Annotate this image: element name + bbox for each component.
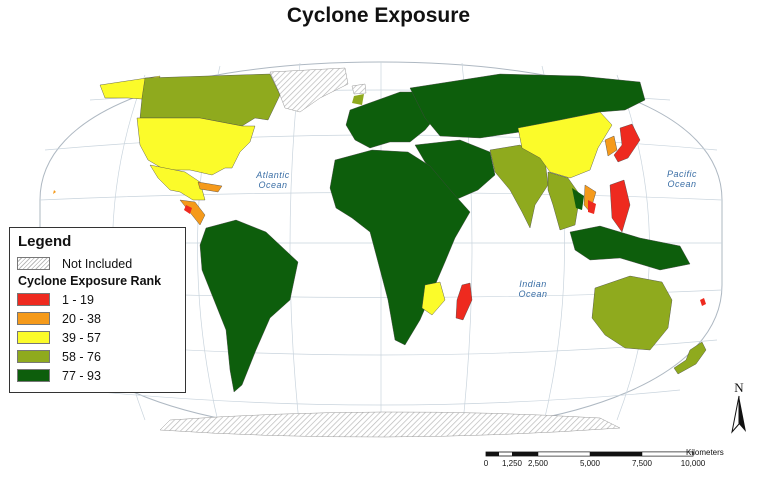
legend-class-row: 39 - 57 (17, 329, 178, 346)
north-america (53, 73, 281, 226)
new-zealand (673, 341, 707, 375)
legend-classes: 1 - 19 20 - 38 39 - 57 58 - 76 77 - 93 (17, 291, 178, 384)
legend-title: Legend (18, 233, 72, 250)
philippines (609, 179, 631, 233)
not-included-regions (159, 67, 621, 438)
legend-swatch (17, 350, 50, 363)
north-letter: N (734, 380, 744, 395)
map-outline (39, 61, 723, 434)
atlantic-ocean-label-2: Ocean (258, 180, 287, 190)
legend-rank-title: Cyclone Exposure Rank (18, 274, 162, 288)
central-america (179, 199, 206, 226)
legend-class-label: 1 - 19 (62, 292, 94, 307)
legend-class-label: 77 - 93 (62, 368, 101, 383)
scale-unit: Kilometers (686, 448, 724, 457)
south-america (199, 219, 299, 393)
legend-not-included-label: Not Included (62, 256, 133, 271)
legend-not-included: Not Included (17, 255, 178, 272)
scale-tick: 0 (483, 459, 489, 468)
indonesia (569, 225, 691, 271)
atlantic-ocean-label: Atlantic (255, 170, 290, 180)
scale-bar: Kilometers 0 1,250 2,500 5,000 7,500 10,… (480, 446, 752, 476)
scale-tick: 7,500 (631, 459, 653, 468)
canada (139, 73, 281, 127)
scale-tick: 1,250 (501, 459, 523, 468)
legend-swatch (17, 312, 50, 325)
china (517, 111, 613, 179)
madagascar (455, 282, 473, 321)
africa (329, 149, 471, 346)
north-arrow-icon (731, 395, 746, 434)
legend-class-label: 20 - 38 (62, 311, 101, 326)
legend-swatch (17, 331, 50, 344)
japan (613, 123, 641, 163)
legend-class-label: 58 - 76 (62, 349, 101, 364)
legend-class-label: 39 - 57 (62, 330, 101, 345)
indian-ocean-label: Indian (519, 279, 547, 289)
legend: Legend Not Included Cyclone Exposure Ran… (9, 227, 186, 393)
korea (604, 135, 618, 157)
pacific-ocean-label: Pacific (667, 169, 697, 179)
usa (136, 117, 256, 176)
hatch-swatch (17, 257, 50, 270)
legend-class-row: 77 - 93 (17, 367, 178, 384)
map-title: Cyclone Exposure (286, 4, 471, 27)
legend-swatch (17, 369, 50, 382)
southeast-asia (547, 171, 581, 231)
scale-bar-graphic (485, 451, 694, 457)
greenland (269, 67, 349, 113)
antarctica (159, 411, 621, 438)
scale-tick: 10,000 (680, 459, 706, 468)
scale-tick: 2,500 (527, 459, 549, 468)
legend-class-row: 20 - 38 (17, 310, 178, 327)
north-arrow: N (722, 380, 756, 440)
mozambique (421, 281, 446, 316)
pacific-ocean-label-2: Ocean (667, 179, 696, 189)
mexico (149, 164, 206, 201)
australia (591, 275, 673, 351)
indian-ocean-label-2: Ocean (518, 289, 547, 299)
legend-class-row: 58 - 76 (17, 348, 178, 365)
scale-tick: 5,000 (579, 459, 601, 468)
legend-swatch (17, 293, 50, 306)
caribbean (197, 181, 223, 193)
legend-class-row: 1 - 19 (17, 291, 178, 308)
